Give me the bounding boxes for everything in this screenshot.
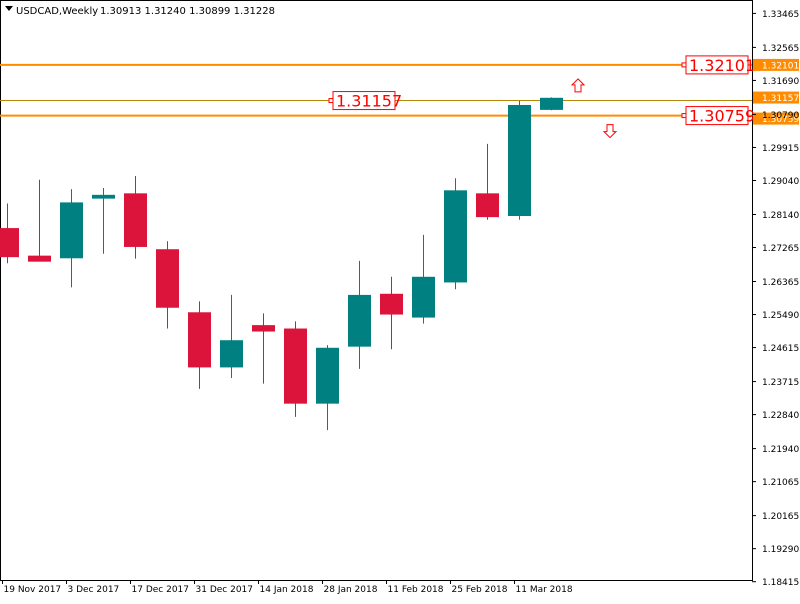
candle [348,260,371,369]
candle [156,241,179,329]
candle [380,276,403,350]
price-tick-label: 1.27265 [762,244,799,254]
time-tick-label: 31 Dec 2017 [196,585,254,595]
chart-frame [0,0,753,581]
price-tick-label: 1.19290 [762,545,799,555]
price-tick-label: 1.29040 [762,177,799,187]
candle [252,313,275,384]
candle [28,179,51,262]
candle-body [28,255,51,262]
candle [444,178,467,290]
candle-body [0,228,19,258]
time-tick-label: 17 Dec 2017 [132,585,190,595]
price-tick-label: 1.22840 [762,411,799,421]
price-tick-label: 1.21065 [762,478,799,488]
pivot-axis-label: 1.31157 [762,94,799,104]
candle [60,189,83,288]
time-tick-label: 14 Jan 2018 [260,585,314,595]
candle [220,294,243,378]
candle-body [380,293,403,315]
symbol-label: USDCAD,Weekly [16,6,98,17]
price-tick-label: 1.26365 [762,278,799,288]
candle [476,143,499,220]
candle [92,188,115,254]
candle-body [348,294,371,347]
price-axis: 1.33465 1.32565 1.31690 1.30790 1.29915 1.290… [752,10,799,588]
candle [0,203,19,264]
candles [0,97,563,431]
candle [412,234,435,324]
price-tick-label: 1.33465 [762,10,799,20]
price-tick-label: 1.18415 [762,578,799,588]
candle-body [412,276,435,318]
time-tick-label: 19 Nov 2017 [4,585,62,595]
candle [508,100,531,220]
price-tick-label: 1.24615 [762,344,799,354]
resistance-axis-label: 1.32101 [762,61,799,71]
arrow-down-icon [602,124,618,139]
price-tick-label: 1.25490 [762,311,799,321]
time-axis: 19 Nov 2017 3 Dec 2017 17 Dec 2017 31 Dec 2… [2,580,573,595]
time-tick-label: 3 Dec 2017 [68,585,120,595]
price-tick-label: 1.31690 [762,77,799,87]
time-tick-label: 11 Mar 2018 [516,585,573,595]
support-axis-label: 1.30759 [762,115,799,125]
candle [188,301,211,389]
price-tick-label: 1.21940 [762,445,799,455]
candle [124,175,147,259]
arrow-up-icon [570,78,586,93]
time-tick-label: 28 Jan 2018 [324,585,378,595]
resistance-axis-badge [753,58,799,71]
candle-body [60,202,83,259]
chart-header: USDCAD,Weekly 1.30913 1.31240 1.30899 1.… [5,6,275,17]
candle-body [220,340,243,368]
candle-body [156,249,179,308]
candle-body [284,328,307,404]
candle [540,97,563,111]
resistance-anchor-point [681,62,687,68]
time-tick-label: 25 Feb 2018 [452,585,508,595]
price-tick-label: 1.23715 [762,378,799,388]
pivot-price-label: 1.31157 [336,92,402,111]
candle-body [92,194,115,199]
candle-body [540,97,563,110]
price-tick-label: 1.20165 [762,512,799,522]
candle-body [476,193,499,218]
support-axis-badge [753,112,799,125]
resistance-price-label: 1.32101 [689,56,755,75]
candle [316,345,339,431]
price-tick-label: 1.30790 [762,111,799,121]
candle-body [252,325,275,332]
price-tick-label: 1.28140 [762,211,799,221]
pivot-axis-badge [753,91,799,104]
candle-body [316,347,339,404]
support-price-label: 1.30759 [689,107,755,126]
symbol-dropdown-icon[interactable] [5,6,13,11]
candle-body [444,190,467,283]
price-tick-label: 1.32565 [762,44,799,54]
candle-body [188,312,211,368]
pivot-anchor-point [328,98,334,104]
support-anchor-point [681,113,687,119]
price-tick-label: 1.29915 [762,144,799,154]
candle [284,321,307,417]
candle-body [508,104,531,216]
candle-body [124,193,147,247]
ohlc-values: 1.30913 1.31240 1.30899 1.31228 [100,6,275,17]
time-tick-label: 11 Feb 2018 [388,585,444,595]
